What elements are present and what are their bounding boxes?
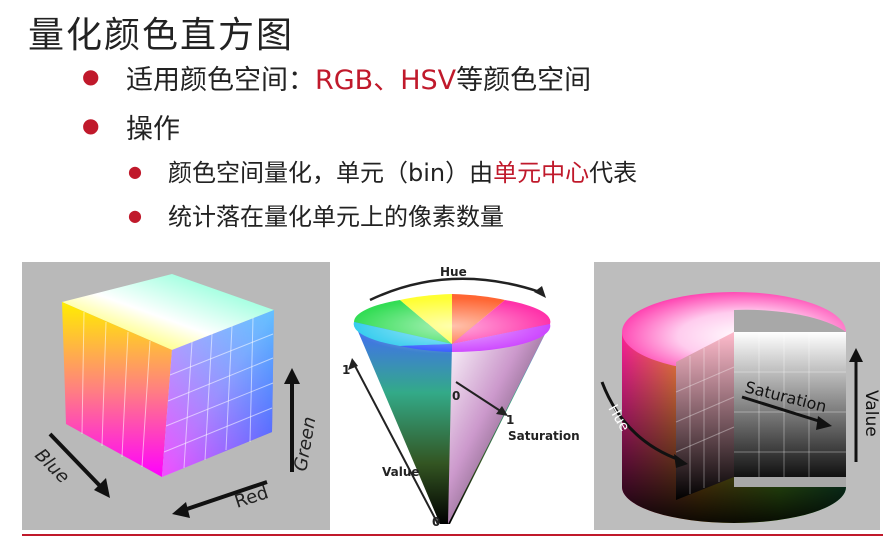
sub-bullet-dot: ●: [128, 206, 142, 225]
cone-tick-bottom: 0: [432, 515, 440, 529]
cone-label-value: Value: [382, 465, 420, 479]
cone-label-saturation: Saturation: [508, 429, 580, 443]
sub-bullet-count: 统计落在量化单元上的像素数量: [168, 203, 504, 231]
sub-bullet-dot: ●: [128, 162, 142, 181]
bullet-color-spaces-suffix: 等颜色空间: [456, 65, 592, 96]
cylinder-label-value: Value: [861, 390, 880, 437]
cube-label-green: Green: [290, 415, 320, 473]
bullet-dot: ●: [82, 64, 100, 88]
bullet-color-spaces-prefix: 适用颜色空间：: [126, 65, 315, 96]
bullet-operation: 操作: [126, 114, 180, 145]
cone-label-hue: Hue: [440, 265, 467, 279]
bullet-color-spaces: 适用颜色空间：RGB、HSV等颜色空间: [126, 58, 591, 97]
hsv-cylinder-figure: Hue Saturation Value: [594, 262, 881, 530]
bullet-dot: ●: [82, 113, 100, 137]
rgb-cube-figure: Green Red Blue: [22, 262, 330, 530]
cone-tick-saturation: 1: [506, 413, 514, 427]
sub-bullet-quantize-suffix: 代表: [589, 159, 638, 187]
slide-title: 量化颜色直方图: [28, 15, 295, 56]
hsv-cone-figure: Hue Saturation Value 1 0 0 1: [340, 262, 582, 530]
bullet-color-spaces-highlight: RGB、HSV: [315, 65, 457, 96]
sub-bullet-quantize-highlight: 单元中心: [493, 159, 590, 187]
footer-divider: [22, 534, 883, 536]
cone-tick-top: 1: [342, 363, 350, 377]
cone-tick-center: 0: [452, 389, 460, 403]
cube-label-red: Red: [232, 482, 271, 513]
sub-bullet-quantize-prefix: 颜色空间量化，单元（bin）由: [168, 159, 494, 187]
sub-bullet-quantize: 颜色空间量化，单元（bin）由单元中心代表: [168, 153, 637, 188]
